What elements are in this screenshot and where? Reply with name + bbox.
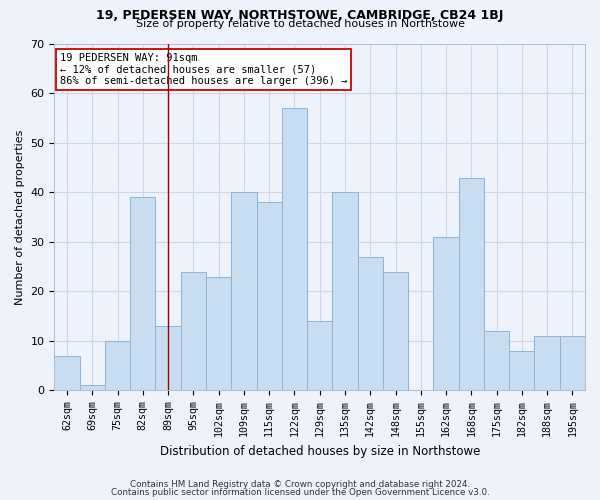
Text: 19 PEDERSEN WAY: 91sqm
← 12% of detached houses are smaller (57)
86% of semi-det: 19 PEDERSEN WAY: 91sqm ← 12% of detached… <box>60 52 347 86</box>
Bar <box>130 198 155 390</box>
Text: Contains public sector information licensed under the Open Government Licence v3: Contains public sector information licen… <box>110 488 490 497</box>
Bar <box>535 336 560 390</box>
Bar <box>307 321 332 390</box>
Bar <box>509 351 535 391</box>
Text: Size of property relative to detached houses in Northstowe: Size of property relative to detached ho… <box>136 19 464 29</box>
Bar <box>55 356 80 390</box>
Bar <box>181 272 206 390</box>
Bar <box>105 341 130 390</box>
Text: 19, PEDERSEN WAY, NORTHSTOWE, CAMBRIDGE, CB24 1BJ: 19, PEDERSEN WAY, NORTHSTOWE, CAMBRIDGE,… <box>97 9 503 22</box>
Bar <box>560 336 585 390</box>
Bar <box>80 386 105 390</box>
Y-axis label: Number of detached properties: Number of detached properties <box>15 130 25 305</box>
Bar <box>484 331 509 390</box>
X-axis label: Distribution of detached houses by size in Northstowe: Distribution of detached houses by size … <box>160 444 480 458</box>
Bar <box>433 237 458 390</box>
Bar <box>282 108 307 390</box>
Bar <box>358 257 383 390</box>
Bar <box>383 272 408 390</box>
Bar <box>257 202 282 390</box>
Bar <box>206 276 231 390</box>
Bar <box>458 178 484 390</box>
Text: Contains HM Land Registry data © Crown copyright and database right 2024.: Contains HM Land Registry data © Crown c… <box>130 480 470 489</box>
Bar <box>155 326 181 390</box>
Bar <box>231 192 257 390</box>
Bar <box>332 192 358 390</box>
